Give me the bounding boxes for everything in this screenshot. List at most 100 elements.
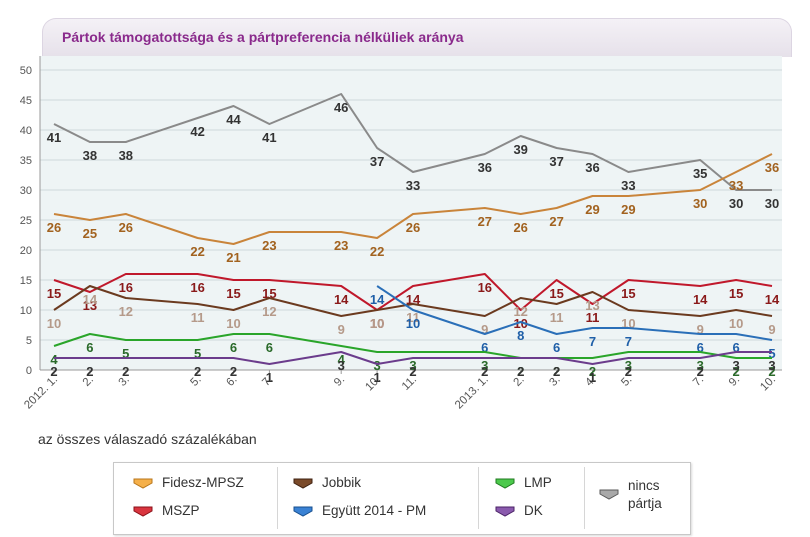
data-label: 10 [513, 316, 527, 331]
x-tick-label: 2013. 1. [453, 374, 491, 412]
data-label: 44 [226, 112, 241, 127]
data-label: 15 [549, 286, 563, 301]
data-label: 2 [122, 364, 129, 379]
data-label: 14 [406, 292, 421, 307]
chart-header-band [42, 18, 792, 57]
data-label: 3 [338, 358, 345, 373]
y-tick-label: 15 [20, 275, 32, 287]
data-label: 2 [589, 364, 596, 379]
y-tick-label: 20 [20, 245, 32, 257]
data-label: 21 [226, 250, 240, 265]
y-tick-label: 50 [20, 65, 32, 77]
y-tick-label: 40 [20, 125, 32, 137]
data-label: 33 [406, 178, 420, 193]
data-label: 26 [47, 220, 61, 235]
data-label: 15 [262, 286, 276, 301]
data-label: 10 [729, 316, 743, 331]
plot-area [40, 56, 782, 370]
data-label: 25 [83, 226, 97, 241]
data-label: 14 [83, 292, 98, 307]
data-label: 15 [47, 286, 61, 301]
data-label: 3 [697, 358, 704, 373]
data-label: 27 [549, 214, 563, 229]
legend-item-jobbik[interactable]: Jobbik [292, 475, 361, 490]
data-label: 26 [406, 220, 420, 235]
data-label: 6 [86, 340, 93, 355]
data-label: 29 [621, 202, 635, 217]
data-label: 2 [768, 364, 775, 379]
legend-item-lmp[interactable]: LMP [494, 475, 552, 490]
legend-item-nincs-partja[interactable]: nincs pártja [598, 477, 678, 513]
data-label: 4 [50, 352, 58, 367]
data-label: 5 [768, 346, 775, 361]
data-label: 13 [585, 298, 599, 313]
legend-item-dk[interactable]: DK [494, 503, 543, 518]
data-label: 26 [119, 220, 133, 235]
data-label: 35 [693, 166, 707, 181]
data-label: 36 [478, 160, 492, 175]
data-label: 1 [373, 370, 380, 385]
legend-divider [584, 467, 585, 529]
data-label: 39 [513, 142, 527, 157]
data-label: 3 [768, 358, 775, 373]
data-label: 26 [513, 220, 527, 235]
data-label: 9 [768, 322, 775, 337]
data-label: 10 [406, 316, 420, 331]
data-label: 33 [729, 178, 743, 193]
data-label: 3 [481, 358, 488, 373]
data-label: 2 [481, 364, 488, 379]
data-label: 2 [732, 364, 739, 379]
legend-item-mszp[interactable]: MSZP [132, 503, 200, 518]
data-label: 15 [729, 286, 743, 301]
data-label: 3 [373, 358, 380, 373]
nincs-partja-marker-icon [599, 489, 619, 500]
series-line [53, 93, 772, 191]
data-label: 23 [334, 238, 348, 253]
data-label: 30 [729, 196, 743, 211]
data-label: 36 [765, 160, 779, 175]
data-label: 9 [481, 322, 488, 337]
data-label: 23 [262, 238, 276, 253]
data-label: 4 [338, 352, 346, 367]
y-axis-note: az összes válaszadó százalékában [38, 431, 257, 447]
data-label: 2 [50, 364, 57, 379]
data-label: 30 [765, 196, 779, 211]
data-label: 10 [370, 316, 384, 331]
legend-divider [277, 467, 278, 529]
data-label: 6 [230, 340, 237, 355]
y-tick-label: 30 [20, 185, 32, 197]
lmp-marker-icon [495, 478, 515, 489]
data-label: 14 [765, 292, 780, 307]
mszp-marker-icon [133, 506, 153, 517]
legend-item-fidesz[interactable]: Fidesz-MPSZ [132, 475, 244, 490]
data-label: 2 [517, 364, 524, 379]
fidesz-marker-icon [133, 478, 153, 489]
series-line [53, 285, 773, 317]
y-tick-label: 0 [26, 365, 32, 377]
series-line [54, 351, 772, 365]
legend-label: Jobbik [322, 475, 362, 490]
data-label: 14 [693, 292, 708, 307]
data-label: 41 [262, 130, 276, 145]
data-label: 10 [47, 316, 61, 331]
data-label: 16 [478, 280, 492, 295]
data-label: 37 [549, 154, 563, 169]
data-label: 2 [553, 364, 560, 379]
data-label: 7 [625, 334, 632, 349]
data-label: 5 [194, 346, 201, 361]
data-label: 13 [83, 298, 97, 313]
data-label: 2 [409, 364, 416, 379]
data-label: 9 [697, 322, 704, 337]
data-label: 30 [693, 196, 707, 211]
data-label: 6 [732, 340, 739, 355]
legend-label: Fidesz-MPSZ [162, 475, 244, 490]
data-label: 16 [119, 280, 133, 295]
y-tick-label: 5 [26, 335, 32, 347]
dk-marker-icon [495, 506, 515, 517]
data-label: 15 [621, 286, 635, 301]
legend-item-egyutt[interactable]: Együtt 2014 - PM [292, 503, 426, 518]
data-label: 10 [370, 316, 384, 331]
data-label: 11 [406, 310, 420, 325]
legend-label: DK [524, 503, 543, 518]
